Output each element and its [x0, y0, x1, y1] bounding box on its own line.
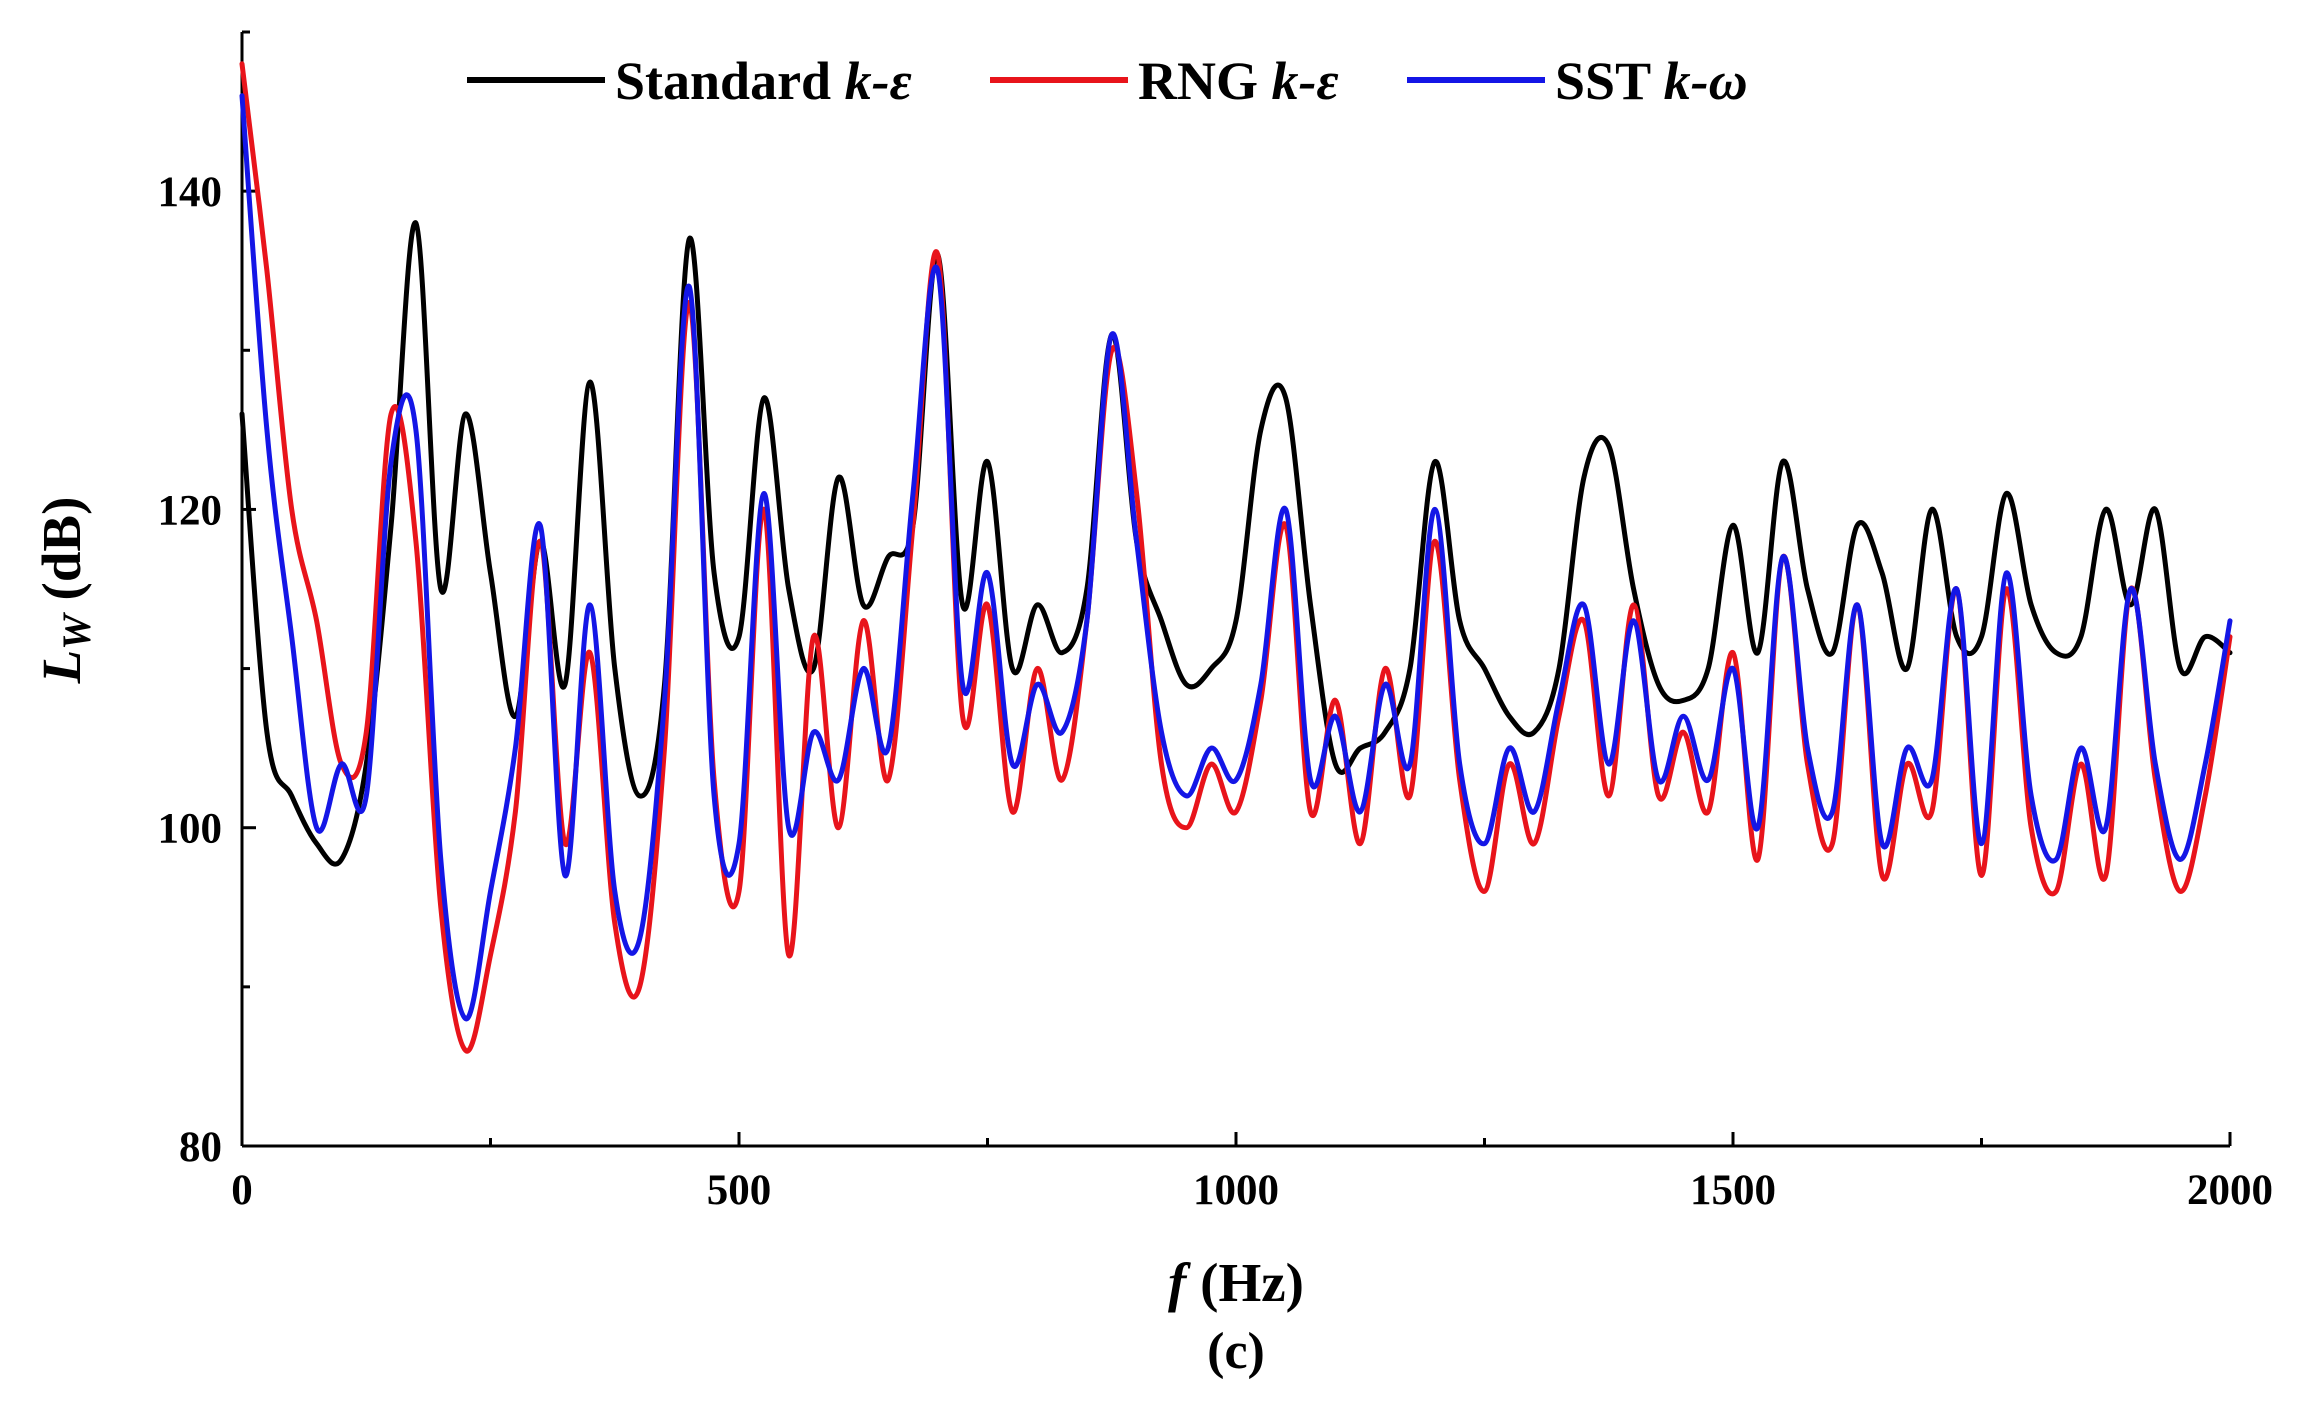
x-tick-label: 1500	[1690, 1167, 1776, 1214]
x-axis-title: f (Hz)	[1168, 1252, 1304, 1313]
y-tick-label: 140	[158, 169, 223, 216]
x-tick-label: 0	[231, 1167, 253, 1214]
legend: Standard k-ε RNG k-ε SST k-ω	[467, 51, 1748, 111]
figure-caption: (c)	[1207, 1323, 1265, 1380]
legend-label-standard: Standard k-ε	[615, 51, 912, 111]
series-group	[239, 61, 2233, 1054]
x-tick-label: 2000	[2187, 1167, 2273, 1214]
x-ticks: 0 500 1000 1500 2000	[231, 1132, 2273, 1214]
legend-label-sst: SST k-ω	[1555, 51, 1748, 111]
series-sst-k-omega	[239, 93, 2233, 1022]
y-tick-label: 120	[158, 487, 223, 534]
y-tick-label: 100	[158, 806, 223, 853]
x-tick-label: 1000	[1193, 1167, 1279, 1214]
y-ticks: 80 100 120 140	[158, 30, 256, 1171]
y-tick-label: 80	[179, 1124, 222, 1171]
y-axis-title: LW (dB)	[31, 497, 99, 685]
series-rng-k-epsilon	[239, 61, 2233, 1054]
legend-label-rng: RNG k-ε	[1138, 51, 1339, 111]
x-tick-label: 500	[707, 1167, 772, 1214]
